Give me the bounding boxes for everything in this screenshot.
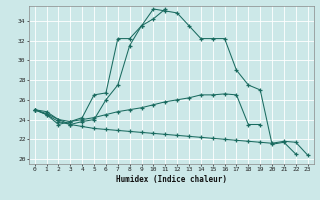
X-axis label: Humidex (Indice chaleur): Humidex (Indice chaleur) — [116, 175, 227, 184]
